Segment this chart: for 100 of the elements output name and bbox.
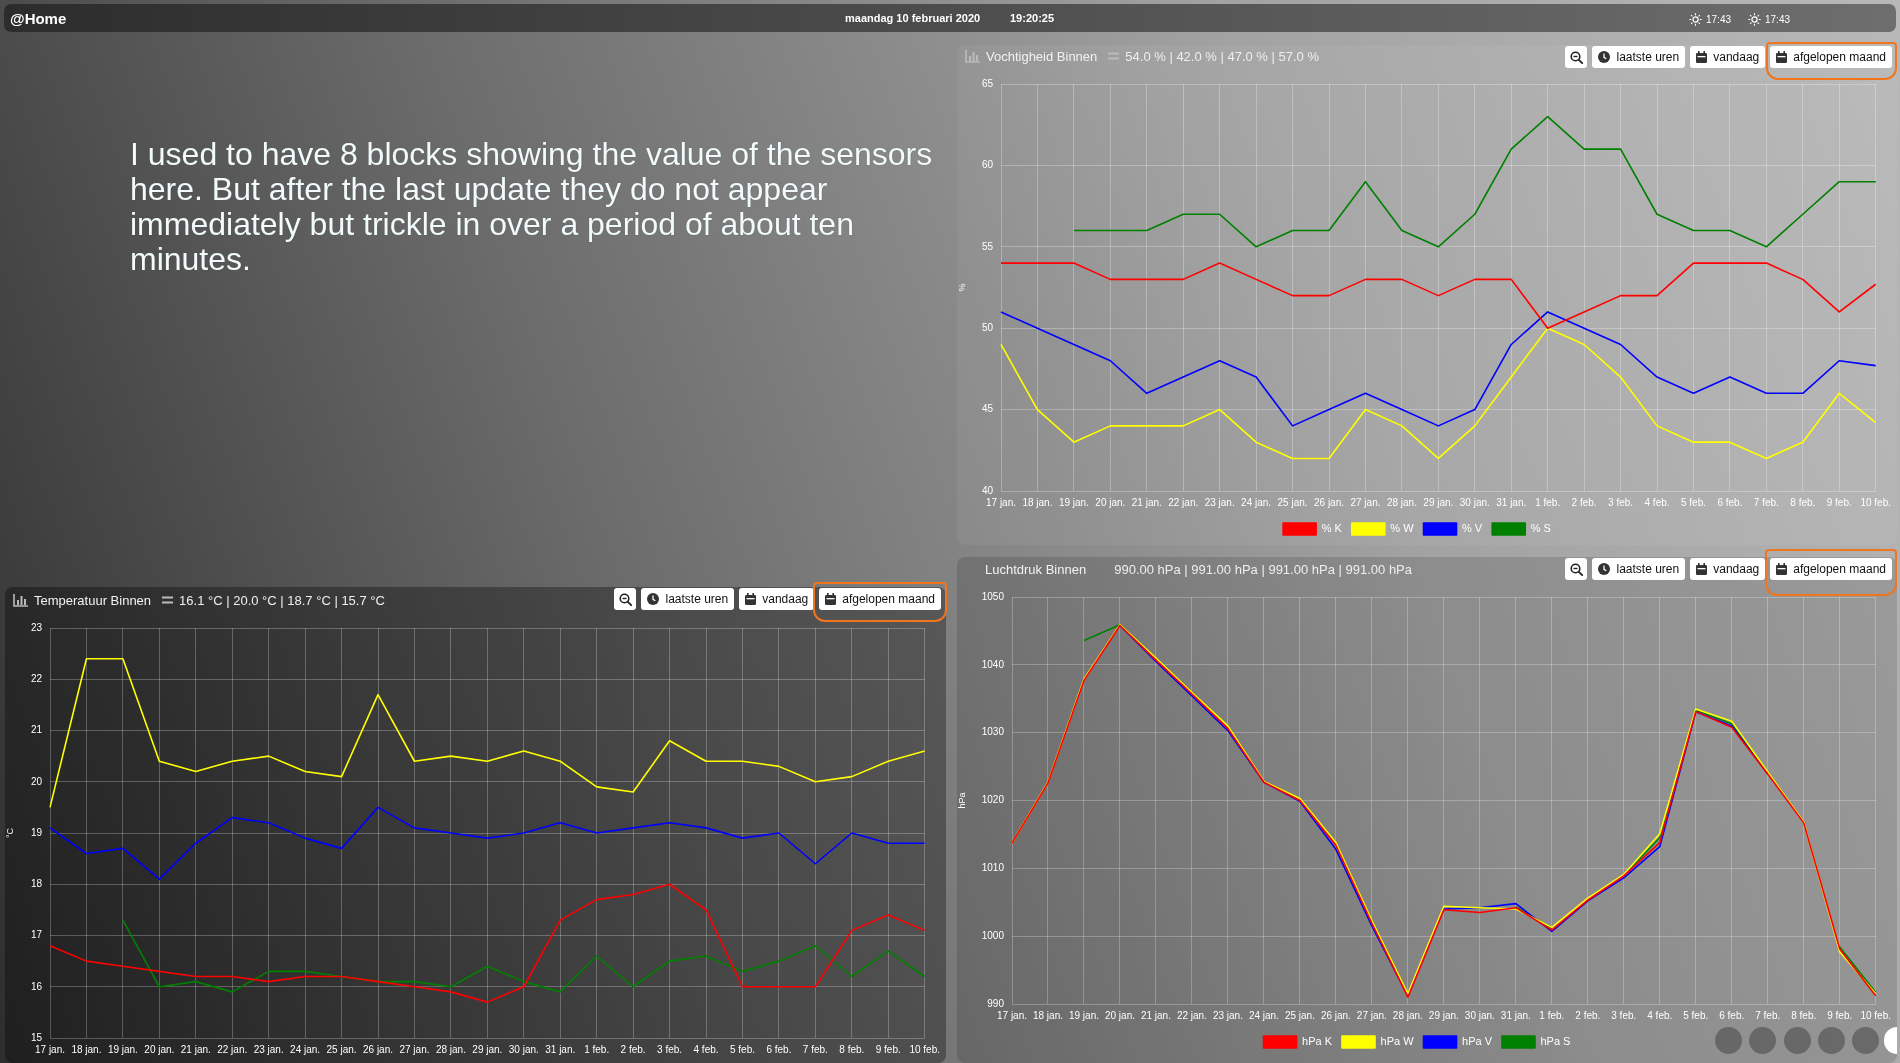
- x-tick-label: 9 feb.: [875, 1043, 901, 1055]
- x-tick-label: 7 feb.: [802, 1043, 828, 1055]
- x-tick-label: 17 jan.: [996, 1009, 1028, 1021]
- y-tick-label: 1030: [981, 726, 1005, 738]
- x-tick-label: 17 jan.: [985, 496, 1017, 508]
- x-tick-label: 27 jan.: [1350, 496, 1381, 508]
- y-tick-label: 19: [30, 826, 43, 838]
- x-tick-label: 23 jan.: [1204, 496, 1235, 508]
- text: 17:43: [1765, 13, 1791, 25]
- x-tick-label: 20 jan.: [1104, 1009, 1135, 1021]
- x-tick-label: 17 jan.: [34, 1043, 66, 1055]
- text: vandaag: [762, 592, 809, 606]
- x-tick-label: 31 jan.: [1500, 1009, 1531, 1021]
- x-tick-label: 25 jan.: [1277, 496, 1308, 508]
- x-tick-label: 5 feb.: [1680, 496, 1706, 508]
- x-tick-label: 22 jan.: [1176, 1009, 1207, 1021]
- x-tick-label: 6 feb.: [766, 1043, 792, 1055]
- y-tick-label: 1050: [981, 590, 1005, 602]
- text: @Home: [10, 9, 67, 27]
- text: 17:43: [1706, 13, 1732, 25]
- chart-title: Vochtigheid Binnen: [986, 48, 1098, 64]
- y-tick-label: 60: [981, 159, 994, 171]
- text: maandag 10 februari 2020: [845, 12, 981, 24]
- x-tick-label: 30 jan.: [1464, 1009, 1495, 1021]
- x-tick-label: 8 feb.: [839, 1043, 865, 1055]
- x-tick-label: 18 jan.: [71, 1043, 102, 1055]
- chart-subtitle: 990.00 hPa | 991.00 hPa | 991.00 hPa | 991.00 hPa: [1114, 561, 1413, 577]
- x-tick-label: 7 feb.: [1755, 1009, 1781, 1021]
- text: laatste uren: [1616, 562, 1680, 576]
- legend-label: hPa V: [1462, 1035, 1493, 1048]
- x-tick-label: 30 jan.: [508, 1043, 539, 1055]
- text: afgelopen maand: [842, 592, 935, 606]
- x-tick-label: 2 feb.: [620, 1043, 646, 1055]
- legend-label: % S: [1530, 522, 1551, 535]
- x-tick-label: 6 feb.: [1719, 1009, 1745, 1021]
- y-tick-label: 40: [981, 484, 994, 496]
- x-tick-label: 24 jan.: [1241, 496, 1272, 508]
- chart-subtitle: 54.0 % | 42.0 % | 47.0 % | 57.0 %: [1125, 48, 1320, 64]
- x-tick-label: 1 feb.: [1535, 496, 1561, 508]
- x-tick-label: 24 jan.: [1248, 1009, 1279, 1021]
- y-tick-label: 1010: [981, 862, 1005, 874]
- x-tick-label: 1 feb.: [1539, 1009, 1565, 1021]
- y-tick-label: 22: [30, 673, 43, 684]
- x-tick-label: 25 jan.: [1284, 1009, 1315, 1021]
- text: vandaag: [1713, 562, 1760, 576]
- x-tick-label: 21 jan.: [180, 1043, 211, 1055]
- x-tick-label: 21 jan.: [1140, 1009, 1171, 1021]
- x-tick-label: 9 feb.: [1826, 496, 1852, 508]
- x-tick-label: 3 feb.: [657, 1043, 683, 1055]
- legend-label: % W: [1390, 522, 1415, 535]
- x-tick-label: 7 feb.: [1753, 496, 1779, 508]
- chart-subtitle: 16.1 °C | 20.0 °C | 18.7 °C | 15.7 °C: [179, 592, 385, 608]
- y-tick-label: 1020: [981, 794, 1005, 806]
- x-tick-label: 24 jan.: [290, 1043, 321, 1055]
- x-tick-label: 5 feb.: [1683, 1009, 1709, 1021]
- y-axis-title: %: [956, 283, 967, 292]
- x-tick-label: 21 jan.: [1131, 496, 1162, 508]
- y-tick-label: 18: [30, 878, 43, 889]
- x-tick-label: 6 feb.: [1717, 496, 1743, 508]
- x-tick-label: 10 feb.: [909, 1043, 941, 1055]
- legend-label: % K: [1321, 522, 1343, 535]
- x-tick-label: 5 feb.: [729, 1043, 755, 1055]
- y-tick-label: 21: [30, 724, 43, 736]
- y-tick-label: 50: [981, 321, 994, 333]
- x-tick-label: 3 feb.: [1611, 1009, 1637, 1021]
- x-tick-label: 28 jan.: [1392, 1009, 1423, 1021]
- x-tick-label: 26 jan.: [1320, 1009, 1351, 1021]
- x-tick-label: 18 jan.: [1032, 1009, 1063, 1021]
- x-tick-label: 31 jan.: [545, 1043, 576, 1055]
- x-tick-label: 31 jan.: [1496, 496, 1527, 508]
- text: laatste uren: [665, 592, 729, 606]
- x-tick-label: 26 jan.: [1314, 496, 1345, 508]
- chart-title: Luchtdruk Binnen: [985, 561, 1087, 577]
- x-tick-label: 23 jan.: [1212, 1009, 1243, 1021]
- x-tick-label: 3 feb.: [1608, 496, 1634, 508]
- y-axis-title: °C: [4, 827, 15, 839]
- y-tick-label: 65: [981, 77, 994, 89]
- text: 19:20:25: [1010, 12, 1055, 24]
- text: laatste uren: [1616, 50, 1680, 64]
- y-tick-label: 45: [981, 403, 994, 415]
- x-tick-label: 22 jan.: [1168, 496, 1199, 508]
- y-tick-label: 990: [987, 997, 1005, 1009]
- x-tick-label: 19 jan.: [107, 1043, 138, 1055]
- x-tick-label: 27 jan.: [399, 1043, 430, 1055]
- y-tick-label: 16: [30, 980, 43, 992]
- x-tick-label: 2 feb.: [1571, 496, 1597, 508]
- y-tick-label: 1040: [981, 658, 1005, 670]
- x-tick-label: 20 jan.: [1095, 496, 1126, 508]
- x-tick-label: 22 jan.: [217, 1043, 248, 1055]
- x-tick-label: 27 jan.: [1356, 1009, 1387, 1021]
- x-tick-label: 8 feb.: [1791, 1009, 1817, 1021]
- y-axis-title: hPa: [956, 792, 967, 809]
- x-tick-label: 26 jan.: [363, 1043, 394, 1055]
- text: I used to have 8 blocks showing the value of the sensors here. But after the last update they do not appear immediately but trickle in over a period of about ten minutes.: [130, 136, 934, 277]
- x-tick-label: 4 feb.: [693, 1043, 719, 1055]
- x-tick-label: 29 jan.: [1423, 496, 1454, 508]
- text: afgelopen maand: [1793, 50, 1886, 64]
- x-tick-label: 28 jan.: [435, 1043, 466, 1055]
- x-tick-label: 19 jan.: [1058, 496, 1089, 508]
- x-tick-label: 2 feb.: [1575, 1009, 1601, 1021]
